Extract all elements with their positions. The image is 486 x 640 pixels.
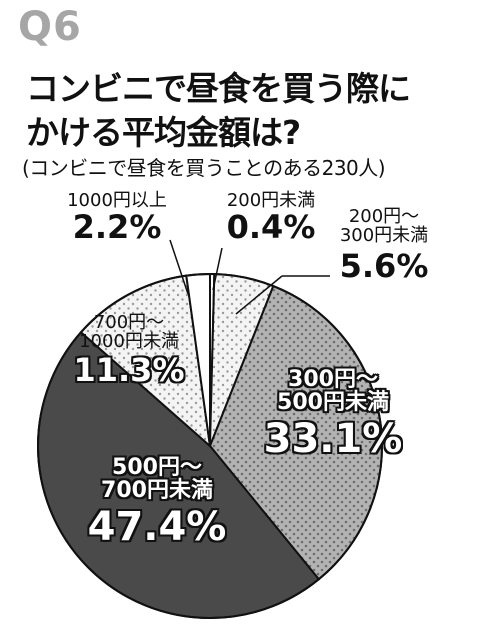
slice-value-200-300: 5.6% bbox=[339, 246, 429, 285]
slice-category-200-300-line2: 300円未満 bbox=[339, 224, 429, 246]
chart-title-line-1: コンビニで昼食を買う際に bbox=[26, 69, 411, 108]
leader-line-2 bbox=[235, 275, 283, 315]
slice-category-300-500-line2: 500円未満 bbox=[277, 390, 389, 416]
slice-label-500-700: 500円〜 700円未満 47.4% bbox=[82, 456, 232, 548]
slice-value-500-700: 47.4% bbox=[87, 504, 227, 551]
slice-category-500-700-line2: 700円未満 bbox=[101, 478, 213, 504]
slice-label-700-1000: 700円〜 1000円未満 11.3% bbox=[64, 312, 194, 389]
leader-line-0 bbox=[169, 239, 189, 295]
slice-value-under-200: 0.4% bbox=[226, 207, 316, 246]
slice-label-1000-plus: 1000円以上 2.2% bbox=[52, 190, 182, 246]
slice-value-300-500: 33.1% bbox=[263, 416, 403, 463]
slice-label-under-200: 200円未満 0.4% bbox=[216, 190, 326, 246]
chart-subtitle: (コンビニで昼食を買うことのある230人) bbox=[22, 156, 386, 180]
slice-label-300-500: 300円〜 500円未満 33.1% bbox=[258, 368, 408, 460]
slice-category-500-700-line1: 500円〜 bbox=[112, 455, 202, 480]
chart-title-line-2: かける平均金額は? bbox=[26, 113, 301, 152]
slice-category-700-1000-line2: 1000円未満 bbox=[79, 330, 179, 352]
slice-category-200-300-line1: 200円〜 bbox=[348, 206, 420, 227]
leader-line-1 bbox=[212, 247, 223, 291]
slice-value-700-1000: 11.3% bbox=[73, 350, 185, 389]
slice-category-1000-plus: 1000円以上 bbox=[67, 190, 167, 211]
pie-outline bbox=[37, 273, 383, 619]
slice-category-700-1000-line1: 700円〜 bbox=[93, 312, 165, 333]
slice-value-1000-plus: 2.2% bbox=[72, 207, 162, 246]
slice-label-200-300: 200円〜 300円未満 5.6% bbox=[314, 206, 454, 285]
question-number: Q6 bbox=[18, 4, 82, 50]
slice-category-under-200: 200円未満 bbox=[226, 190, 316, 211]
slice-category-300-500-line1: 300円〜 bbox=[288, 367, 378, 392]
